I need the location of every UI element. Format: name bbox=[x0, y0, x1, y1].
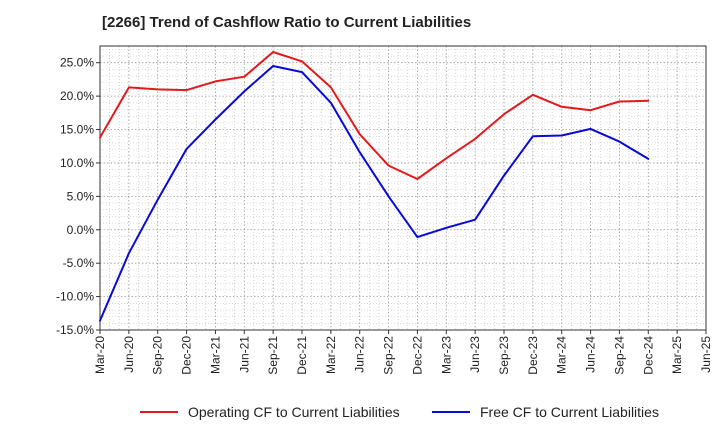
x-tick-label: Sep-20 bbox=[151, 336, 165, 375]
legend-label-operating-cf: Operating CF to Current Liabilities bbox=[188, 404, 400, 420]
y-tick-label: 15.0% bbox=[60, 123, 94, 137]
legend-label-free-cf: Free CF to Current Liabilities bbox=[480, 404, 659, 420]
x-tick-label: Jun-20 bbox=[122, 336, 136, 373]
x-tick-label: Jun-25 bbox=[699, 336, 713, 373]
x-tick-label: Mar-20 bbox=[93, 336, 107, 374]
x-tick-label: Sep-23 bbox=[497, 336, 511, 375]
series-lines bbox=[99, 51, 650, 322]
series-line-free-cf bbox=[99, 65, 650, 322]
x-tick-label: Dec-22 bbox=[410, 336, 424, 375]
x-tick-label: Sep-21 bbox=[266, 336, 280, 375]
y-tick-label: -5.0% bbox=[63, 256, 95, 270]
x-tick-label: Jun-23 bbox=[468, 336, 482, 373]
x-tick-label: Jun-24 bbox=[584, 336, 598, 373]
legend-swatch-free-cf bbox=[432, 411, 470, 413]
y-tick-label: 20.0% bbox=[60, 89, 94, 103]
legend: Operating CF to Current Liabilities Free… bbox=[0, 404, 720, 424]
x-tick-label: Dec-21 bbox=[295, 336, 309, 375]
x-tick-label: Jun-21 bbox=[237, 336, 251, 373]
y-tick-labels: -15.0% -10.0% -5.0% 0.0% 5.0% 10.0% 15.0% 20.0%… bbox=[56, 56, 94, 337]
y-tick-label: 5.0% bbox=[67, 189, 95, 203]
x-tick-label: Mar-21 bbox=[208, 336, 222, 374]
y-tick-label: -15.0% bbox=[56, 323, 94, 337]
x-tick-labels: Mar-20 Jun-20 Sep-20 Dec-20 Mar-21 Jun-21 Sep-… bbox=[93, 336, 713, 375]
x-tick-label: Mar-25 bbox=[670, 336, 684, 374]
legend-swatch-operating-cf bbox=[140, 411, 178, 413]
x-tick-label: Mar-22 bbox=[324, 336, 338, 374]
y-tick-label: -10.0% bbox=[56, 290, 94, 304]
y-tick-label: 0.0% bbox=[67, 223, 95, 237]
series-line-operating-cf bbox=[99, 51, 650, 180]
x-tick-label: Mar-23 bbox=[439, 336, 453, 374]
chart-title: [2266] Trend of Cashflow Ratio to Curren… bbox=[102, 14, 472, 31]
y-tick-label: 10.0% bbox=[60, 156, 94, 170]
x-tick-label: Jun-22 bbox=[353, 336, 367, 373]
x-tick-label: Sep-24 bbox=[612, 336, 626, 375]
legend-item-free-cf: Free CF to Current Liabilities bbox=[432, 404, 659, 420]
x-tick-label: Mar-24 bbox=[555, 336, 569, 374]
x-tick-label: Dec-23 bbox=[526, 336, 540, 375]
x-tick-label: Sep-22 bbox=[382, 336, 396, 375]
x-tick-label: Dec-24 bbox=[641, 336, 655, 375]
legend-item-operating-cf: Operating CF to Current Liabilities bbox=[140, 404, 400, 420]
grid bbox=[99, 46, 707, 331]
y-tick-label: 25.0% bbox=[60, 56, 94, 70]
axes bbox=[96, 45, 707, 334]
line-chart: -15.0% -10.0% -5.0% 0.0% 5.0% 10.0% 15.0% 20.0%… bbox=[56, 45, 713, 375]
plot-frame bbox=[99, 45, 707, 331]
x-tick-label: Dec-20 bbox=[180, 336, 194, 375]
